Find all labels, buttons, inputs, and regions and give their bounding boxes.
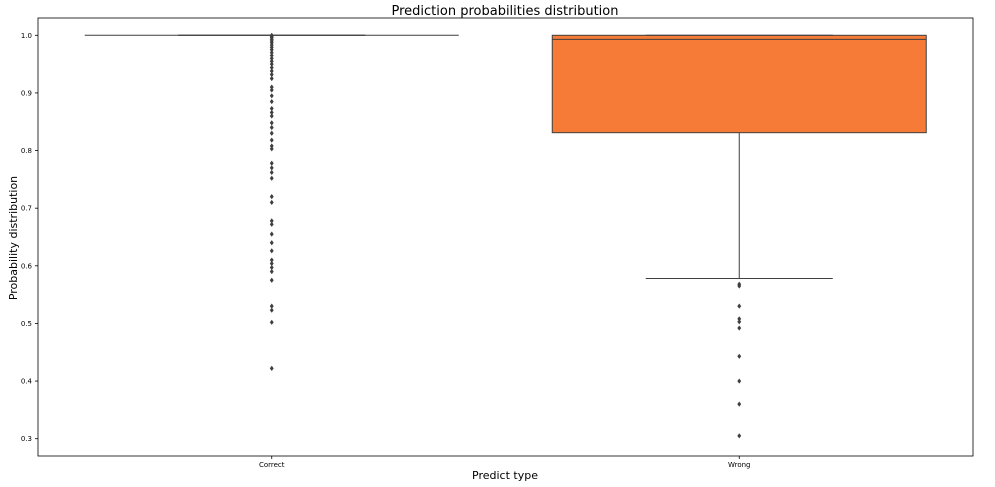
outlier-point — [737, 378, 742, 384]
outlier-point — [269, 49, 274, 56]
outlier-point — [269, 165, 274, 171]
outlier-point — [737, 433, 742, 439]
outlier-point — [269, 64, 274, 71]
plot-area — [37, 17, 974, 457]
y-axis: 0.3 0.4 0.5 0.6 0.7 0.8 0.9 1.0 — [21, 32, 38, 443]
outlier-point — [269, 307, 274, 313]
outlier-point — [269, 98, 274, 105]
outlier-point — [269, 130, 274, 136]
outlier-point — [269, 268, 274, 275]
outlier-point — [269, 55, 274, 61]
outlier-point — [269, 175, 274, 181]
chart-title: Prediction probabilities distribution — [392, 4, 619, 19]
outlier-point — [269, 105, 274, 112]
x-axis: Correct Wrong — [259, 456, 751, 469]
outlier-point — [269, 365, 274, 371]
outlier-point — [269, 160, 274, 166]
outlier-point — [269, 248, 274, 254]
outlier-point — [737, 283, 742, 289]
outlier-point — [269, 113, 274, 119]
outlier-point — [269, 58, 274, 64]
outlier-point — [269, 240, 274, 246]
outlier-point — [269, 143, 274, 149]
y-tick-label: 0.8 — [21, 147, 32, 155]
x-axis-label: Predict type — [472, 469, 538, 482]
outlier-point — [269, 84, 274, 90]
outlier-point — [737, 401, 742, 407]
outlier-point — [269, 194, 274, 200]
y-tick-label: 0.4 — [21, 378, 33, 386]
outlier-point — [269, 277, 274, 283]
outlier-point — [737, 303, 742, 309]
outlier-point — [269, 61, 274, 67]
box-iqr — [551, 34, 927, 134]
outlier-point — [269, 260, 274, 267]
outlier-point — [269, 87, 274, 93]
outlier-point — [269, 120, 274, 126]
outlier-point — [269, 169, 274, 176]
outlier-point — [269, 109, 274, 116]
outlier-point — [269, 93, 274, 99]
y-tick-label: 0.3 — [21, 435, 32, 443]
outlier-point — [269, 146, 274, 152]
outlier-point — [269, 231, 274, 237]
outlier-point — [269, 257, 274, 263]
y-axis-label: Probability distribution — [7, 176, 20, 300]
x-tick-label: Correct — [259, 461, 285, 469]
outlier-point — [269, 319, 274, 325]
outlier-point — [269, 75, 274, 82]
outlier-point — [737, 319, 742, 325]
outlier-point — [269, 124, 274, 131]
box-group-wrong — [551, 34, 927, 439]
outlier-point — [269, 264, 274, 271]
boxes-layer — [84, 32, 927, 439]
x-tick-label: Wrong — [728, 461, 751, 469]
y-tick-label: 0.7 — [21, 205, 32, 213]
y-tick-label: 1.0 — [21, 32, 32, 40]
outlier-point — [269, 199, 274, 206]
outlier-point — [737, 316, 742, 322]
y-tick-label: 0.9 — [21, 89, 32, 97]
y-tick-label: 0.6 — [21, 262, 33, 270]
outlier-point — [269, 221, 274, 227]
box-group-correct — [84, 32, 459, 371]
outlier-point — [269, 137, 274, 143]
y-tick-label: 0.5 — [21, 320, 32, 328]
outlier-point — [269, 218, 274, 224]
outlier-point — [269, 71, 274, 78]
outlier-point — [737, 325, 742, 331]
outlier-point — [269, 68, 274, 74]
outlier-point — [737, 353, 742, 359]
outlier-point — [269, 52, 274, 59]
outlier-point — [269, 303, 274, 309]
outlier-point — [269, 47, 274, 53]
